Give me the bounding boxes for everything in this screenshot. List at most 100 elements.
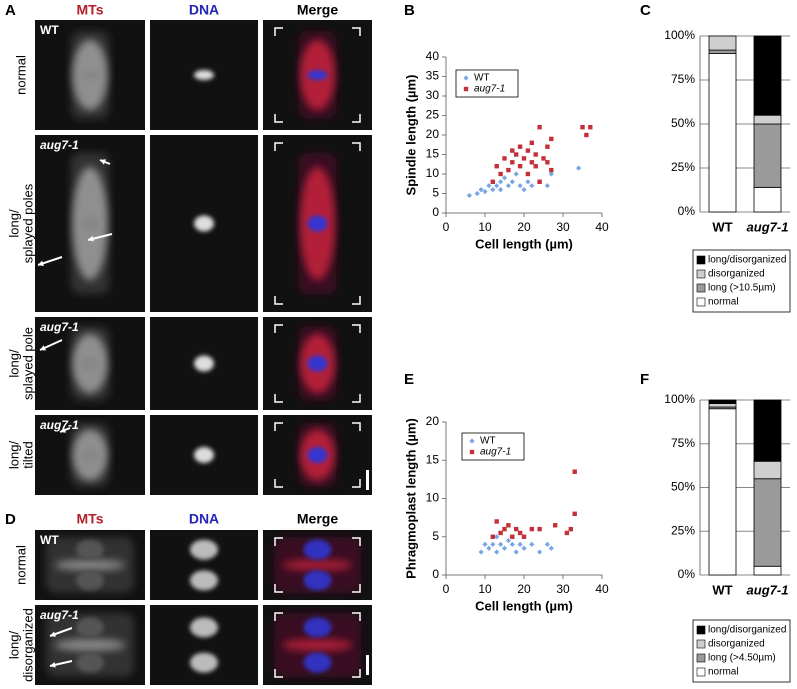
bracket	[352, 114, 361, 123]
point	[494, 519, 499, 524]
x-tick-label: 0	[443, 220, 450, 234]
column-header: DNA	[189, 511, 219, 527]
bracket	[352, 669, 361, 678]
point	[513, 549, 519, 555]
bar-segment	[753, 460, 782, 480]
point	[525, 179, 531, 185]
bracket	[352, 324, 361, 333]
bracket	[274, 669, 283, 678]
point	[541, 156, 546, 161]
point	[494, 549, 500, 555]
point	[490, 541, 496, 547]
point	[517, 164, 523, 169]
bracket	[352, 296, 361, 305]
y-tick-label: 10	[426, 166, 440, 180]
x-tick-label: WT	[712, 582, 732, 597]
bracket	[274, 612, 283, 621]
chromosomes	[194, 215, 214, 232]
nucleus	[76, 570, 104, 591]
legend-swatch	[469, 438, 475, 444]
micrograph	[150, 135, 258, 312]
row-label: normal	[13, 545, 28, 585]
chromosomes	[307, 70, 328, 80]
panel-label: B	[404, 2, 415, 19]
scale-bar	[366, 655, 369, 675]
legend-swatch	[696, 297, 706, 307]
bracket	[352, 537, 361, 546]
arrow-head	[88, 235, 94, 242]
point	[580, 125, 585, 130]
nucleus	[190, 617, 218, 638]
phragmoplast	[282, 559, 353, 571]
nucleus	[76, 539, 104, 560]
legend-label: normal	[708, 667, 739, 678]
micrograph	[263, 317, 372, 410]
row-label: splayed pole	[20, 327, 35, 400]
legend-label: long (>4.50µm)	[708, 653, 776, 664]
nucleus	[303, 617, 332, 638]
micrograph	[150, 20, 258, 130]
point	[548, 545, 554, 551]
genotype-label: aug7-1	[40, 608, 79, 622]
chromosomes	[80, 215, 100, 232]
x-tick-label: 30	[556, 582, 570, 596]
panel-label: A	[5, 2, 16, 19]
y-tick-label: 25	[426, 108, 440, 122]
legend-swatch	[696, 667, 706, 677]
arrow-head	[100, 159, 106, 165]
point	[568, 526, 573, 532]
legend-box	[461, 432, 525, 461]
y-axis-title: Phragmoplast length (µm)	[403, 418, 418, 579]
point	[502, 156, 507, 161]
arrow-head	[40, 345, 46, 351]
bar-segment	[708, 53, 737, 213]
point	[482, 188, 488, 195]
nucleus	[303, 570, 332, 591]
point	[549, 167, 554, 173]
y-tick-label: 50%	[671, 480, 695, 494]
point	[501, 545, 508, 551]
point	[517, 183, 523, 189]
point	[510, 148, 515, 153]
legend-label: disorganized	[708, 639, 765, 650]
point	[510, 160, 515, 165]
point	[529, 541, 535, 547]
panel-label: F	[640, 371, 649, 388]
row-label: normal	[13, 55, 28, 95]
point	[482, 541, 488, 547]
y-tick-label: 5	[432, 186, 439, 200]
point	[514, 152, 519, 157]
point	[545, 144, 550, 149]
x-tick-label: 20	[517, 582, 531, 596]
bar-segment	[708, 403, 737, 408]
x-tick-label: 30	[556, 220, 570, 234]
legend-swatch	[696, 639, 706, 649]
nucleus	[190, 570, 218, 591]
point	[509, 179, 515, 185]
x-tick-label: 10	[478, 582, 492, 596]
y-tick-label: 25%	[671, 160, 695, 174]
bracket	[274, 114, 283, 123]
row-label: splayed poles	[20, 183, 35, 263]
bracket	[274, 537, 283, 546]
legend-swatch	[469, 449, 475, 455]
bar-segment	[753, 123, 782, 188]
legend-box	[455, 69, 519, 98]
genotype-label: WT	[40, 23, 59, 37]
y-tick-label: 75%	[671, 436, 695, 450]
point	[576, 165, 582, 171]
phragmoplast	[54, 638, 126, 652]
point	[490, 179, 495, 184]
bar-segment	[753, 399, 782, 462]
point	[584, 132, 589, 138]
genotype-label: WT	[40, 533, 59, 547]
micrograph	[35, 20, 145, 130]
y-tick-label: 15	[426, 147, 440, 161]
phragmoplast	[54, 559, 126, 571]
chromosomes	[307, 447, 328, 463]
bar-segment	[708, 408, 737, 576]
x-tick-label: 20	[517, 220, 531, 234]
point	[533, 164, 538, 169]
y-tick-label: 10	[426, 491, 440, 505]
bracket	[352, 584, 361, 593]
